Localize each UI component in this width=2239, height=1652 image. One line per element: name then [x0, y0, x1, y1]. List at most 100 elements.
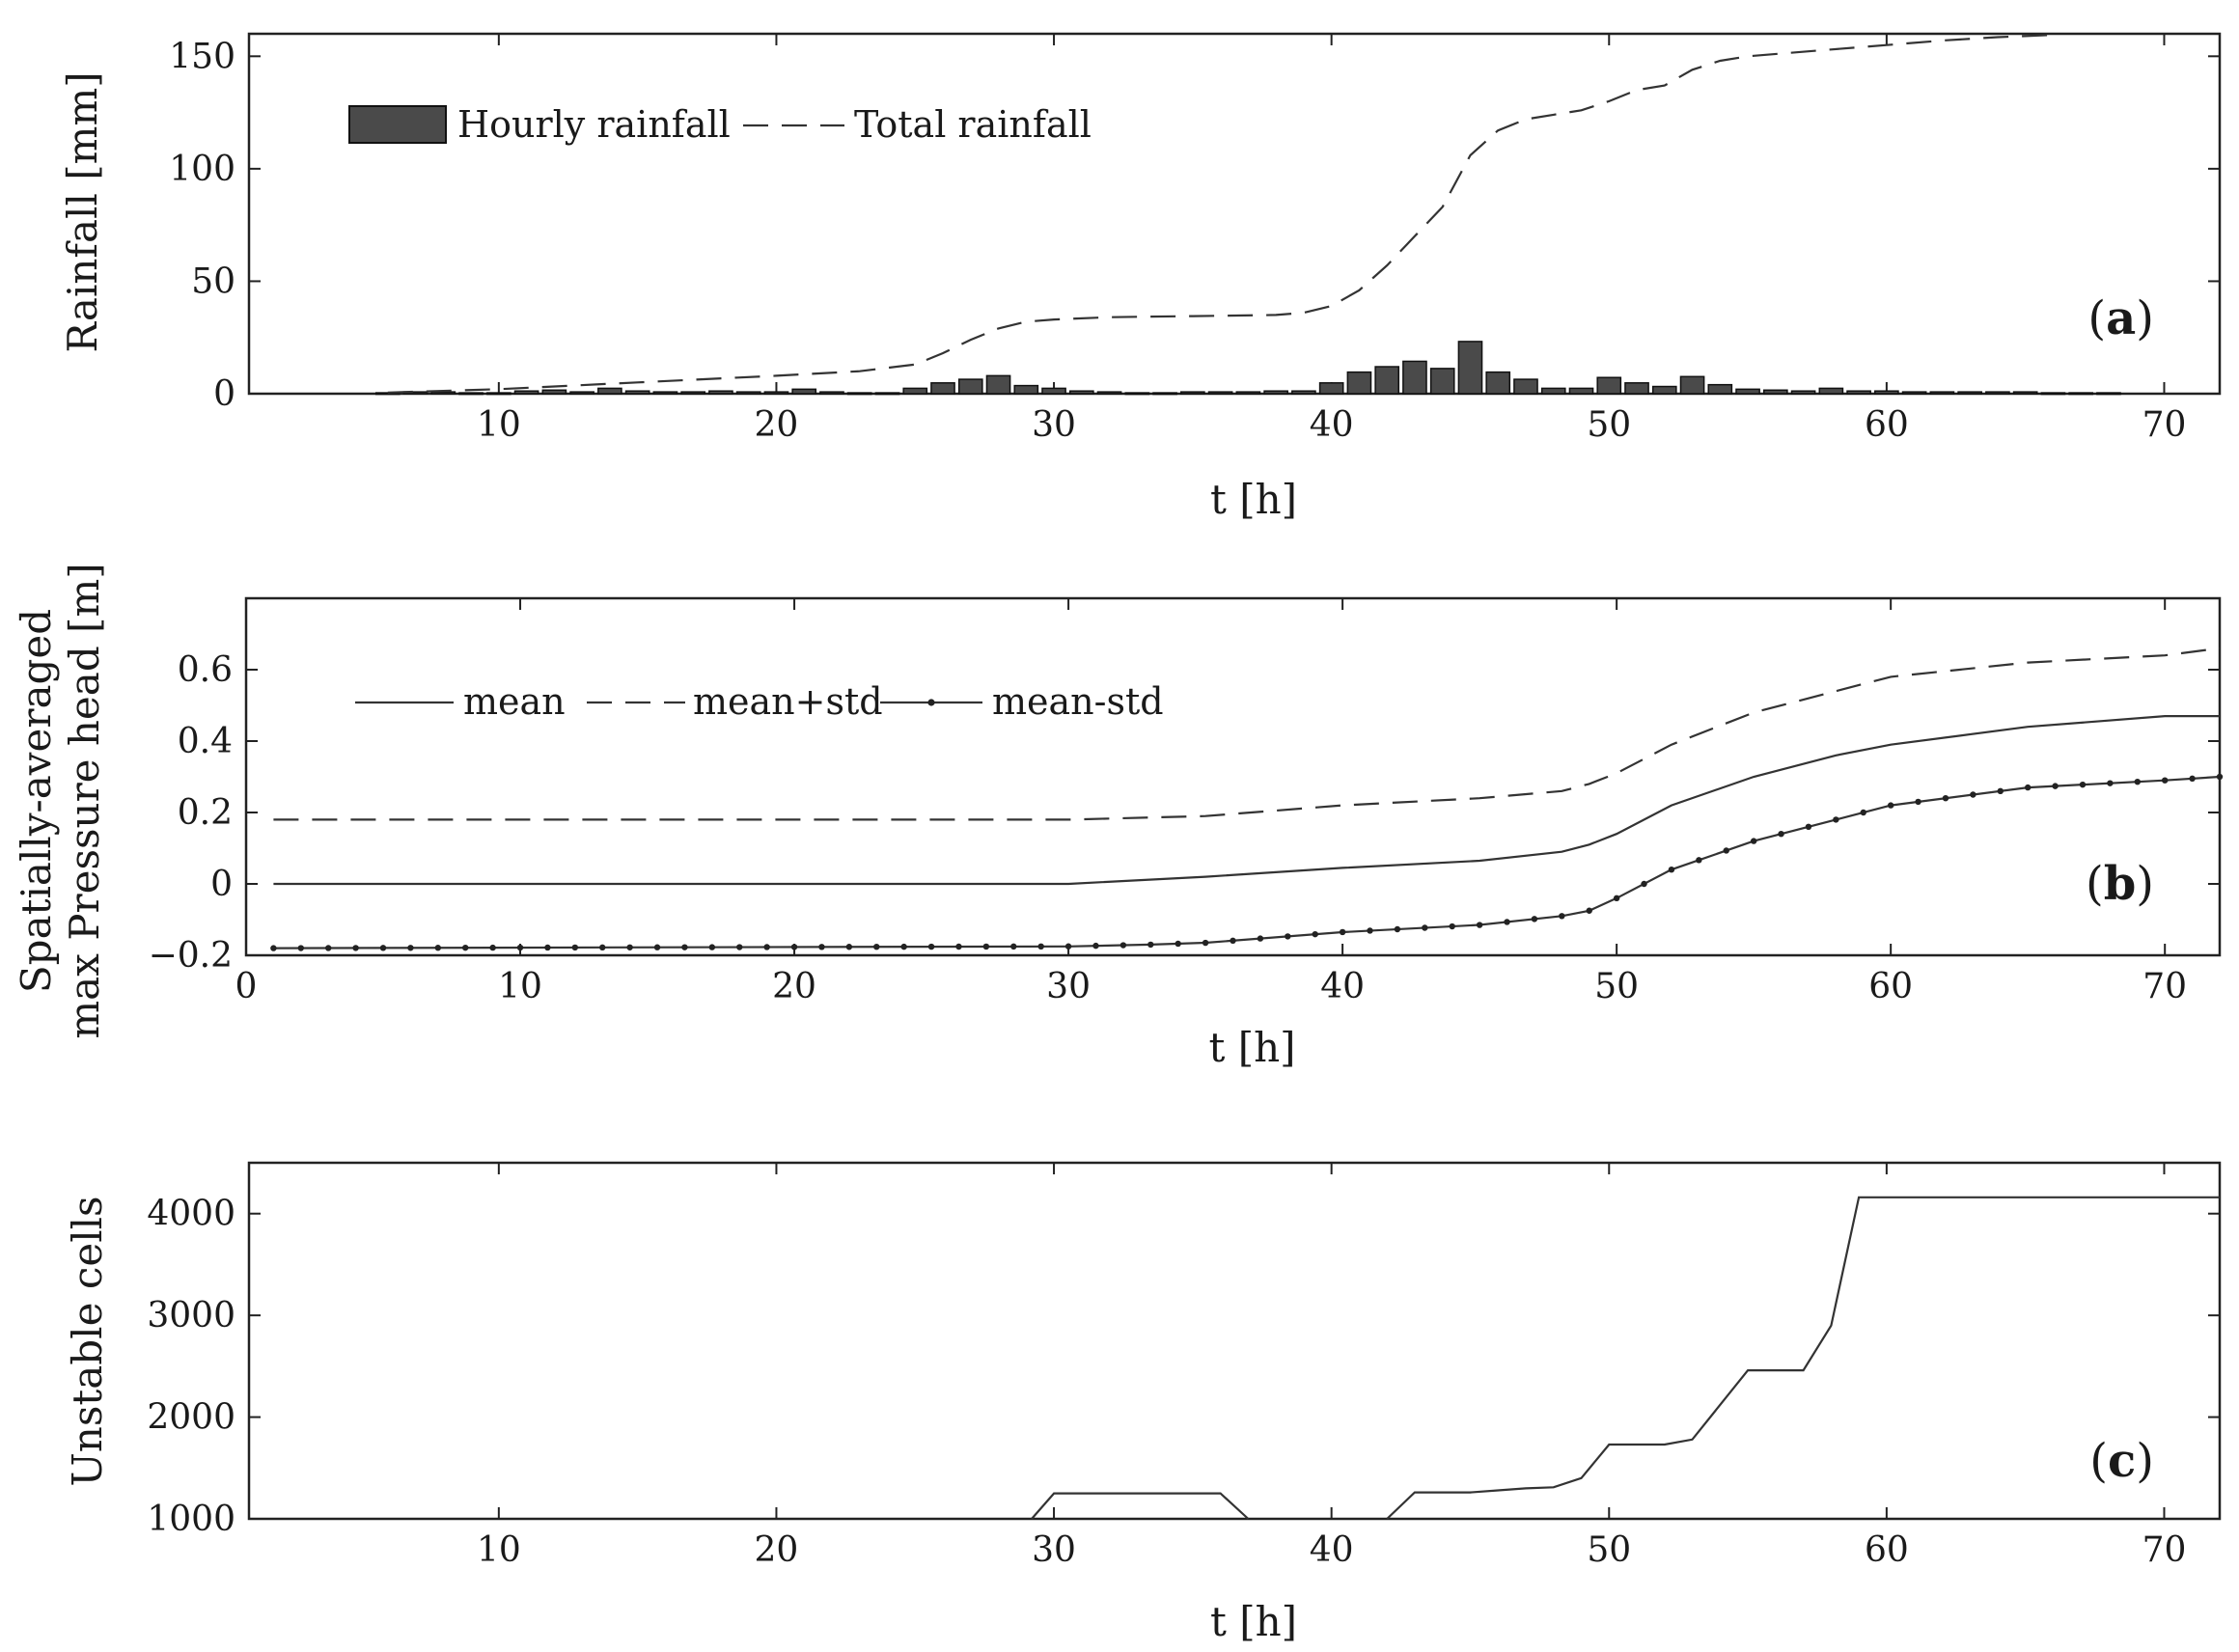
mean-std-marker	[1970, 791, 1976, 798]
mean-std-marker	[352, 945, 359, 951]
mean-std-marker	[1339, 928, 1346, 936]
y-axis-label-line: Spatially-averaged	[13, 609, 60, 993]
x-tick-label: 40	[1310, 1530, 1354, 1570]
hourly-rainfall-bar	[930, 382, 955, 395]
mean-std-marker	[1778, 831, 1784, 838]
x-tick-label: 40	[1310, 405, 1354, 445]
mean-std-marker	[790, 944, 798, 950]
mean-std-marker	[818, 944, 825, 950]
legend-swatch-hourly	[348, 105, 447, 144]
mean-std-marker	[681, 944, 688, 950]
legend-label-mean: mean	[463, 680, 566, 723]
x-tick-label: 50	[1594, 967, 1639, 1006]
total-rainfall-line	[387, 34, 2054, 394]
mean-line	[273, 714, 2220, 886]
mean-std-marker	[2134, 778, 2141, 785]
hourly-rainfall-bar	[1263, 390, 1288, 395]
mean-std-marker	[1915, 798, 1921, 806]
mean-std-marker	[1613, 895, 1620, 901]
hourly-rainfall-bar	[1124, 392, 1150, 396]
hourly-rainfall-bar	[1513, 378, 1538, 395]
panel-label-open: (	[2089, 1434, 2108, 1488]
mean-std-marker	[544, 944, 551, 951]
hourly-rainfall-bar	[1763, 389, 1788, 395]
mean-std-marker	[845, 944, 853, 950]
panel-label: (b)	[2086, 857, 2154, 911]
y-tick-label: 100	[169, 150, 235, 189]
mean-std-marker	[1064, 943, 1072, 950]
x-tick-label: 50	[1587, 405, 1631, 445]
mean-std-marker	[379, 945, 387, 951]
mean-std-marker	[1531, 916, 1538, 922]
hourly-rainfall-bar	[902, 387, 928, 395]
x-tick-label: 50	[1587, 1530, 1631, 1570]
hourly-rainfall-bar	[985, 374, 1011, 395]
legend-marker-mean-minus-std	[927, 699, 935, 706]
x-axis-label: t [h]	[1210, 1598, 1297, 1645]
mean-std-marker	[462, 944, 469, 951]
mean-std-marker	[1285, 933, 1291, 940]
panel-a: 10 20 30 40 50 60 70 0 50 100 150 t [h] Rainfall [mm…	[59, 32, 2222, 523]
panel-label: (c)	[2089, 1434, 2154, 1488]
mean-std-marker	[1942, 795, 1949, 802]
mean-std-line	[273, 647, 2221, 821]
hourly-rainfall-bar	[1790, 390, 1816, 395]
y-tick-label: 50	[191, 262, 235, 301]
mean-std-marker	[2161, 777, 2169, 784]
mean-std-marker	[955, 943, 962, 950]
hourly-rainfall-bar	[1318, 382, 1344, 395]
y-tick-label: 3000	[147, 1296, 235, 1335]
hourly-rainfall-bar	[624, 390, 650, 395]
mean-std-marker	[653, 944, 661, 950]
mean-std-marker	[1037, 943, 1044, 950]
hourly-rainfall-bar	[1152, 392, 1177, 396]
x-tick-label: 30	[1032, 405, 1076, 445]
panel-label-close: )	[2136, 1434, 2154, 1488]
mean-std-marker	[571, 944, 579, 951]
mean-std-marker	[1394, 925, 1401, 933]
legend-label-mean-plus-std: mean+std	[693, 680, 883, 723]
hourly-rainfall-bar	[1846, 390, 1871, 395]
y-tick-label: −0.2	[149, 936, 233, 976]
hourly-rainfall-bar	[1291, 390, 1316, 395]
panel-label-open: (	[2087, 291, 2106, 345]
mean-std-marker	[1449, 922, 1455, 930]
mean-std-marker	[434, 945, 442, 951]
hourly-rainfall-bar	[1596, 376, 1622, 395]
hourly-rainfall-bar	[1651, 385, 1677, 395]
hourly-rainfall-bar	[957, 378, 983, 395]
hourly-rainfall-bar	[874, 392, 900, 396]
x-tick-label: 70	[2142, 1530, 2187, 1570]
panel-label-close: )	[2136, 857, 2154, 911]
hourly-rainfall-bar	[2012, 391, 2038, 395]
mean-std-marker	[1120, 942, 1127, 949]
y-tick-label: 0	[210, 865, 233, 904]
mean-std-marker	[1476, 922, 1483, 928]
hourly-rainfall-bar	[2096, 392, 2121, 396]
hourly-rainfall-bar	[1735, 388, 1760, 395]
x-tick-label: 60	[1868, 967, 1913, 1006]
y-tick-label: 0.4	[178, 722, 233, 761]
hourly-rainfall-bar	[374, 392, 401, 396]
mean-std-marker	[2189, 775, 2196, 783]
mean-std-marker	[1559, 913, 1565, 920]
hourly-rainfall-bar	[1068, 390, 1094, 395]
mean-std-marker	[2079, 781, 2087, 788]
hourly-rainfall-bar	[680, 391, 705, 395]
y-tick-label: 4000	[147, 1195, 235, 1234]
hourly-rainfall-bar	[1568, 387, 1594, 395]
y-tick-label: 2000	[147, 1398, 235, 1438]
mean-std-marker	[2107, 780, 2114, 786]
hourly-rainfall-bar	[652, 391, 678, 395]
hourly-rainfall-bar	[2068, 392, 2094, 396]
panel-label-letter: a	[2106, 291, 2136, 345]
x-axis-label: t [h]	[1208, 1024, 1295, 1071]
hourly-rainfall-bar	[1985, 391, 2010, 395]
x-tick-label: 30	[1032, 1530, 1076, 1570]
hourly-rainfall-bar	[1235, 391, 1261, 395]
mean-std-marker	[516, 944, 524, 951]
mean-std-marker	[1175, 940, 1181, 948]
hourly-rainfall-bar	[1346, 371, 1372, 395]
hourly-rainfall-bar	[708, 390, 733, 395]
